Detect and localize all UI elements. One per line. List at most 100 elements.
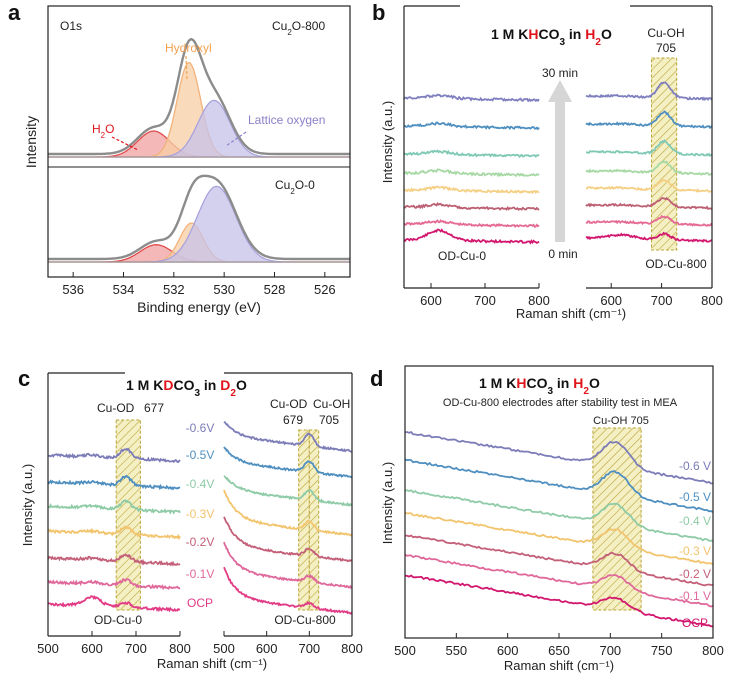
xps-region-label: O1s — [60, 19, 82, 33]
top-sample-label: Cu2O-800 — [272, 19, 325, 37]
b-title-p0: 1 M K — [491, 26, 528, 42]
c-left-tick-label: 700 — [125, 641, 147, 656]
xps-envelope-0 — [48, 37, 350, 156]
c-title-p7: O — [236, 377, 247, 393]
d-title-p4: in — [553, 375, 573, 391]
raman-c-od-cu-800 — [223, 420, 353, 615]
xps-frame — [47, 5, 351, 278]
spectrum--0.4V — [223, 475, 353, 507]
d-tick-label: 700 — [599, 643, 621, 658]
hydroxyl-label: Hydroxyl — [165, 41, 212, 55]
d-y-axis-title: Intensity (a.u.) — [380, 462, 395, 544]
d-potential-label: -0.6 V — [679, 459, 711, 473]
panel-label-c: c — [18, 366, 30, 391]
c-title-p5: D — [220, 377, 230, 393]
panel-c: c 500 600 700 800 500 600 700 800 OCP -0.1V -0.2V… — [18, 366, 363, 671]
c-left-tick-label: 800 — [169, 641, 191, 656]
d-title-p6: 2 — [583, 386, 589, 397]
b-x-ticks: 600 700 800 600 700 800 — [420, 283, 723, 308]
c-title: 1 M KDCO3 in D2O — [126, 377, 247, 399]
spectrum-t2 — [403, 219, 540, 229]
c-left-tick-label: 600 — [81, 641, 103, 656]
c-left-peak-position: 677 — [144, 401, 164, 415]
bottom-sample-label: Cu2O-0 — [275, 178, 315, 196]
c-right-sample-label: OD-Cu-800 — [274, 613, 336, 627]
b-right-tick-label: 800 — [701, 293, 723, 308]
c-potential-labels: OCP -0.1V -0.2V -0.3V -0.4V -0.5V -0.6V — [186, 421, 215, 610]
c-y-axis-title: Intensity (a.u.) — [20, 464, 35, 546]
xps-tick-label: 532 — [163, 282, 185, 297]
spectrum--0.2 V — [405, 534, 714, 587]
c-right-peak2-position: 705 — [319, 413, 339, 427]
c-right-tick-label: 600 — [256, 641, 278, 656]
c-x-axis-title: Raman shift (cm⁻¹) — [157, 656, 267, 671]
c-title-p3: 3 — [194, 388, 200, 399]
c-title-p0: 1 M K — [126, 377, 163, 393]
c-left-peak-label: Cu-OD — [97, 401, 135, 415]
spectrum-t3 — [403, 201, 540, 211]
panel-label-b: b — [372, 0, 385, 25]
panel-label-a: a — [8, 0, 21, 25]
water-label: H2O — [92, 122, 114, 140]
d-tick-label: 650 — [548, 643, 570, 658]
d-potential-label: -0.3 V — [679, 544, 711, 558]
spectrum--0.3 V — [404, 511, 714, 566]
b-title-p5: H — [585, 26, 595, 42]
xps-tick-label: 526 — [314, 282, 336, 297]
panel-a: a O1s Cu2O-800 Cu2O-0 Hydroxyl Lattice o… — [8, 0, 351, 315]
lattice-label: Lattice oxygen — [248, 113, 325, 127]
spectrum--0.5V — [47, 474, 181, 491]
b-title-p7: O — [601, 26, 612, 42]
spectrum-t5 — [403, 168, 540, 178]
spectrum-OCP — [47, 595, 181, 613]
xps-x-axis-title: Binding energy (eV) — [137, 299, 261, 315]
c-title-p6: 2 — [230, 388, 236, 399]
spectrum--0.1V — [47, 578, 181, 591]
spectrum-t8 — [585, 81, 713, 102]
b-title-p6: 2 — [595, 37, 601, 48]
c-right-peak1-label: Cu-OD — [270, 397, 308, 411]
d-title-p5: H — [573, 375, 583, 391]
spectrum-t6 — [403, 149, 540, 159]
b-left-tick-label: 800 — [528, 293, 550, 308]
hydroxyl-pointer — [185, 55, 188, 81]
b-right-tick-label: 700 — [651, 293, 673, 308]
spectrum--0.6V — [223, 420, 352, 453]
spectrum--0.1 V — [404, 553, 714, 608]
d-potential-labels: OCP -0.1 V -0.2 V -0.3 V -0.4 V -0.5 V -0.6 V — [679, 459, 711, 630]
d-tick-label: 750 — [651, 643, 673, 658]
b-title-p1: H — [528, 26, 538, 42]
d-tick-label: 500 — [394, 643, 416, 658]
raman-c-od-cu-0 — [47, 419, 181, 613]
spectrum-t2 — [585, 214, 713, 227]
d-title-p0: 1 M K — [479, 375, 516, 391]
xps-tick-label: 530 — [213, 282, 235, 297]
d-potential-label: -0.1 V — [679, 589, 711, 603]
spectrum-t6 — [586, 138, 713, 157]
c-title-p1: D — [163, 377, 173, 393]
spectrum--0.5 V — [404, 458, 714, 513]
peak-band-1 — [308, 429, 320, 611]
c-left-sample-label: OD-Cu-0 — [94, 613, 142, 627]
spectrum-t5 — [585, 159, 713, 176]
peak-band-0 — [298, 429, 310, 611]
c-potential-label: -0.2V — [186, 535, 215, 549]
spectrum-t4 — [403, 185, 540, 195]
b-left-tick-label: 600 — [420, 293, 442, 308]
d-tick-label: 550 — [445, 643, 467, 658]
c-right-peak2-label: Cu-OH — [313, 397, 350, 411]
lattice-pointer — [225, 131, 247, 147]
d-title-p2: CO — [526, 375, 547, 391]
d-title-p3: 3 — [547, 386, 553, 397]
d-peak-label: Cu-OH 705 — [593, 415, 649, 427]
d-potential-label: -0.4 V — [679, 514, 711, 528]
b-right-sample-label: OD-Cu-800 — [645, 257, 707, 271]
b-title: 1 M KHCO3 in H2O — [491, 26, 612, 48]
b-title-p3: 3 — [559, 37, 565, 48]
b-peak-position: 705 — [656, 41, 676, 55]
b-y-axis-title: Intensity (a.u.) — [380, 101, 395, 183]
d-title-p1: H — [516, 375, 526, 391]
c-potential-label: -0.6V — [186, 421, 215, 435]
spectrum-t3 — [585, 196, 713, 210]
